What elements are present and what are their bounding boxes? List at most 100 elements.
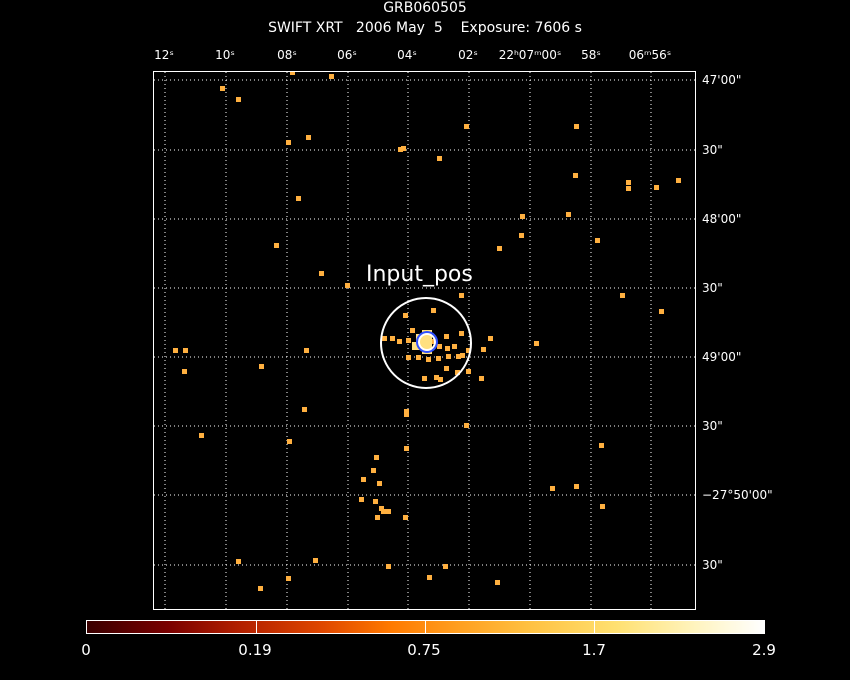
event-pixel	[404, 446, 409, 451]
image-subtitle: SWIFT XRT 2006 May 5 Exposure: 7606 s	[268, 20, 582, 36]
event-pixel	[182, 369, 187, 374]
event-pixel	[620, 293, 625, 298]
dec-tick-label: 30"	[702, 281, 723, 295]
event-pixel	[375, 515, 380, 520]
ra-tick-label: 08ˢ	[277, 48, 297, 62]
event-pixel	[434, 375, 439, 380]
event-pixel	[361, 477, 366, 482]
sky-image-frame	[153, 70, 696, 610]
event-pixel	[520, 214, 525, 219]
event-pixel	[371, 468, 376, 473]
event-pixel	[626, 186, 631, 191]
event-pixel	[397, 339, 402, 344]
event-pixel	[377, 481, 382, 486]
event-pixel	[595, 238, 600, 243]
event-pixel	[374, 455, 379, 460]
event-pixel	[236, 559, 241, 564]
event-pixel	[460, 353, 465, 358]
event-pixel	[306, 135, 311, 140]
colorbar-label: 0.19	[238, 641, 272, 659]
event-pixel	[676, 178, 681, 183]
event-pixel	[456, 354, 461, 359]
event-pixel	[438, 377, 443, 382]
event-pixel	[398, 147, 403, 152]
colorbar-label: 0	[81, 641, 91, 659]
event-pixel	[406, 338, 411, 343]
ra-tick-label: 22ʰ07ᵐ00ˢ	[498, 48, 562, 62]
event-pixel	[459, 331, 464, 336]
event-pixel	[319, 271, 324, 276]
event-pixel	[401, 146, 406, 151]
event-pixel	[659, 309, 664, 314]
event-pixel	[437, 156, 442, 161]
event-pixel	[599, 443, 604, 448]
colorbar-label: 0.75	[407, 641, 441, 659]
event-pixel	[313, 558, 318, 563]
event-pixel	[446, 354, 451, 359]
event-pixel	[534, 341, 539, 346]
event-pixel	[574, 484, 579, 489]
event-pixel	[199, 433, 204, 438]
event-pixel	[381, 509, 386, 514]
event-pixel	[183, 348, 188, 353]
event-pixel	[452, 344, 457, 349]
image-title: GRB060505	[383, 0, 467, 16]
event-pixel	[287, 439, 292, 444]
event-pixel	[481, 347, 486, 352]
ra-tick-label: 06ᵐ56ˢ	[628, 48, 672, 62]
colorbar-tick	[425, 621, 426, 633]
event-pixel	[466, 369, 471, 374]
event-pixel	[386, 509, 391, 514]
ra-tick-label: 06ˢ	[337, 48, 357, 62]
event-pixel	[443, 564, 448, 569]
ra-tick-label: 12ˢ	[154, 48, 174, 62]
event-pixel	[479, 376, 484, 381]
event-pixel	[403, 515, 408, 520]
event-pixel	[296, 196, 301, 201]
dec-tick-label: 48'00"	[702, 212, 742, 226]
event-pixel	[466, 348, 471, 353]
event-pixel	[403, 313, 408, 318]
event-pixel	[455, 370, 460, 375]
dec-tick-label: 49'00"	[702, 350, 742, 364]
event-pixel	[236, 97, 241, 102]
event-pixel	[329, 74, 334, 79]
event-pixel	[410, 328, 415, 333]
event-pixel	[373, 499, 378, 504]
ra-tick-label: 58ˢ	[581, 48, 601, 62]
dec-tick-label: 47'00"	[702, 73, 742, 87]
event-pixel	[444, 366, 449, 371]
event-pixel	[390, 336, 395, 341]
event-pixel	[566, 212, 571, 217]
event-pixel	[495, 580, 500, 585]
event-pixel	[426, 357, 431, 362]
dec-tick-label: 30"	[702, 558, 723, 572]
event-pixel	[290, 70, 295, 75]
event-pixel	[437, 344, 442, 349]
event-pixel	[304, 348, 309, 353]
event-pixel	[345, 283, 350, 288]
event-pixel	[436, 356, 441, 361]
event-pixel	[600, 504, 605, 509]
event-pixel	[404, 409, 409, 414]
event-pixel	[574, 124, 579, 129]
dec-tick-label: 30"	[702, 143, 723, 157]
event-pixel	[519, 233, 524, 238]
event-pixel	[459, 293, 464, 298]
event-pixel	[464, 124, 469, 129]
event-pixel	[274, 243, 279, 248]
event-pixel	[445, 346, 450, 351]
dec-tick-label: −27°50'00"	[702, 488, 773, 502]
event-pixel	[427, 575, 432, 580]
event-pixel	[464, 423, 469, 428]
event-pixel	[444, 334, 449, 339]
sky-image	[154, 70, 695, 609]
event-pixel	[654, 185, 659, 190]
event-pixel	[626, 180, 631, 185]
colorbar	[86, 620, 765, 634]
event-pixel	[416, 355, 421, 360]
event-pixel	[379, 506, 384, 511]
event-pixel	[173, 348, 178, 353]
event-pixel	[220, 86, 225, 91]
event-pixel	[550, 486, 555, 491]
